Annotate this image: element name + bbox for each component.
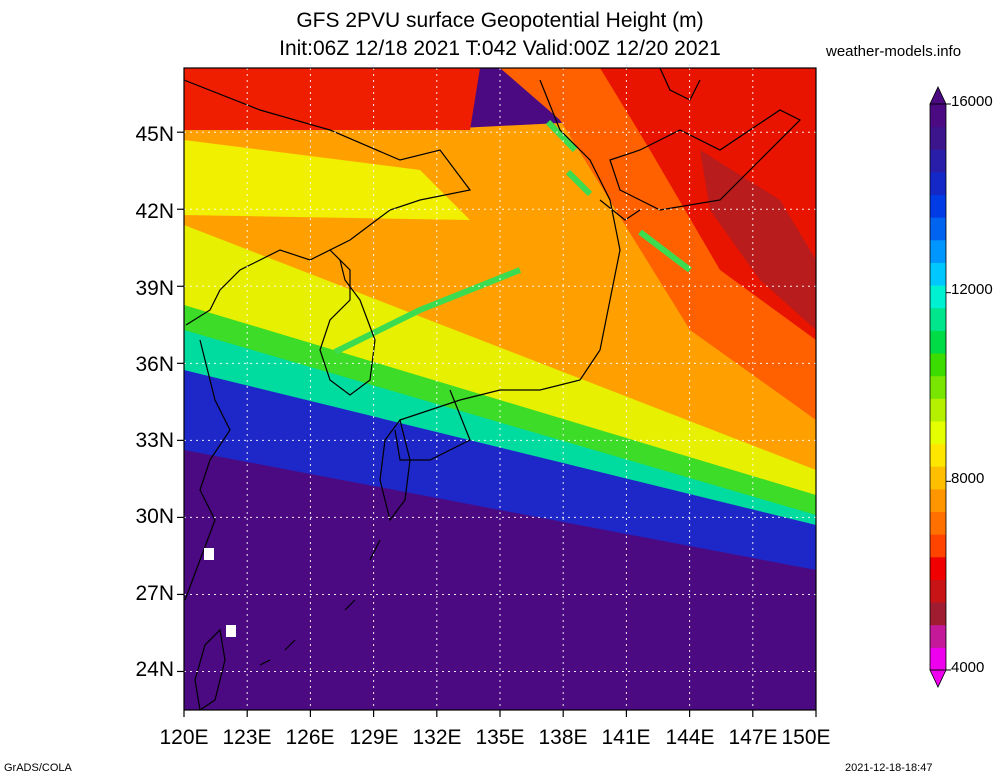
colorbar-segment bbox=[930, 126, 946, 150]
colorbar-label: 12000 bbox=[951, 281, 993, 298]
sakhalin-coast bbox=[659, 68, 701, 101]
colorbar-segment bbox=[930, 285, 946, 309]
colorbar-segment bbox=[930, 353, 946, 377]
colorbar-arrow-bottom bbox=[929, 669, 947, 688]
colorbar-segment bbox=[930, 398, 946, 422]
colorbar-segment bbox=[930, 420, 946, 445]
colorbar-segment bbox=[930, 443, 946, 467]
band-red-north bbox=[184, 68, 480, 130]
colorbar-segment bbox=[930, 647, 946, 671]
site-credit: weather-models.info bbox=[826, 43, 962, 60]
colorbar-frame bbox=[929, 103, 947, 671]
hokkaido-coast bbox=[609, 109, 802, 211]
lat-label: 33N bbox=[135, 429, 174, 452]
coastlines bbox=[184, 68, 802, 710]
map-title: GFS 2PVU surface Geopotential Height (m) bbox=[296, 9, 704, 32]
kyushu-coast bbox=[379, 418, 411, 522]
colorbar-segment bbox=[930, 239, 946, 263]
grid-lines bbox=[184, 68, 816, 710]
colorbar-segment bbox=[930, 602, 946, 626]
lat-label: 42N bbox=[135, 200, 174, 223]
lon-label: 150E bbox=[781, 726, 831, 749]
footer-timestamp: 2021-12-18-18:47 bbox=[845, 762, 933, 774]
lon-label: 147E bbox=[728, 726, 778, 749]
axis-ticks bbox=[177, 131, 817, 717]
colorbar-segment bbox=[930, 534, 946, 558]
lon-label: 135E bbox=[475, 726, 525, 749]
lon-label: 132E bbox=[412, 726, 462, 749]
colorbar-segment bbox=[930, 104, 946, 128]
china-korea-coast bbox=[184, 79, 472, 601]
ryukyu-islands bbox=[259, 539, 381, 666]
missing-data-patch bbox=[226, 625, 236, 637]
lat-label: 24N bbox=[135, 658, 174, 681]
colorbar-arrow-top bbox=[929, 86, 947, 105]
colorbar-segment bbox=[930, 330, 946, 354]
colorbar-segment bbox=[930, 194, 946, 218]
colorbar-label: 8000 bbox=[951, 470, 985, 487]
lat-label: 30N bbox=[135, 505, 174, 528]
colorbar-label: 16000 bbox=[951, 93, 993, 110]
colorbar-segment bbox=[930, 217, 946, 241]
colorbar-label: 4000 bbox=[951, 659, 985, 676]
lon-label: 120E bbox=[159, 726, 209, 749]
colorbar-segment bbox=[930, 171, 946, 196]
colorbar-segment bbox=[930, 375, 946, 399]
green-streak bbox=[333, 119, 692, 355]
colorbar-segment bbox=[930, 624, 946, 648]
missing-data-patch bbox=[204, 548, 214, 560]
colorbar-segment bbox=[930, 149, 946, 173]
colorbar-segment bbox=[930, 556, 946, 580]
map-subtitle: Init:06Z 12/18 2021 T:042 Valid:00Z 12/2… bbox=[279, 37, 721, 60]
colorbar-segment bbox=[930, 466, 946, 490]
lat-label: 45N bbox=[135, 123, 174, 146]
lon-label: 129E bbox=[349, 726, 399, 749]
band-yellow-west bbox=[184, 140, 470, 220]
colorbar-segment bbox=[930, 511, 946, 535]
lon-label: 141E bbox=[601, 726, 651, 749]
lon-label: 123E bbox=[222, 726, 272, 749]
band-darkred bbox=[700, 150, 816, 330]
lat-label: 27N bbox=[135, 582, 174, 605]
colorbar-segment bbox=[930, 488, 946, 513]
colorbar bbox=[929, 86, 951, 688]
lon-label: 126E bbox=[285, 726, 335, 749]
lon-label: 144E bbox=[665, 726, 715, 749]
colorbar-segment bbox=[930, 307, 946, 331]
colorbar-segment bbox=[930, 579, 946, 603]
footer-credit: GrADS/COLA bbox=[4, 762, 72, 774]
lon-label: 138E bbox=[538, 726, 588, 749]
taiwan-coast bbox=[194, 628, 226, 710]
japan-honshu-coast bbox=[394, 79, 641, 461]
colorbar-segment bbox=[930, 262, 946, 286]
lat-label: 36N bbox=[135, 353, 174, 376]
lat-label: 39N bbox=[135, 277, 174, 300]
